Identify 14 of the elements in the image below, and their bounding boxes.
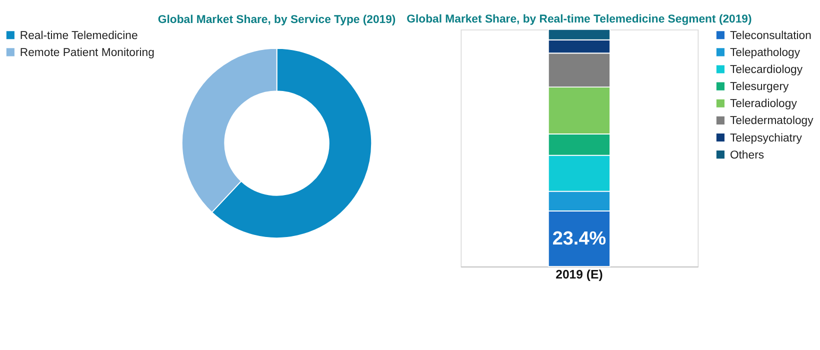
- legend-label: Telesurgery: [730, 81, 789, 94]
- legend-label: Real-time Telemedicine: [20, 30, 138, 42]
- legend-label: Teleconsultation: [730, 30, 812, 42]
- data-label: 23.4%: [552, 228, 606, 250]
- legend-label: Teleradiology: [730, 98, 798, 110]
- legend-label: Telecardiology: [730, 64, 803, 76]
- chart-title: Global Market Share, by Service Type (2019): [158, 14, 396, 26]
- legend-label: Remote Patient Monitoring: [20, 46, 154, 59]
- legend-label: Others: [730, 149, 764, 162]
- legend-label: Telepathology: [730, 46, 800, 59]
- x-tick-label: 2019 (E): [556, 267, 603, 282]
- legend-label: Telepsychiatry: [730, 132, 802, 144]
- chart-title: Global Market Share, by Real-time Telemedicine Segment (2019): [406, 13, 752, 26]
- legend-label: Teledermatology: [730, 115, 814, 128]
